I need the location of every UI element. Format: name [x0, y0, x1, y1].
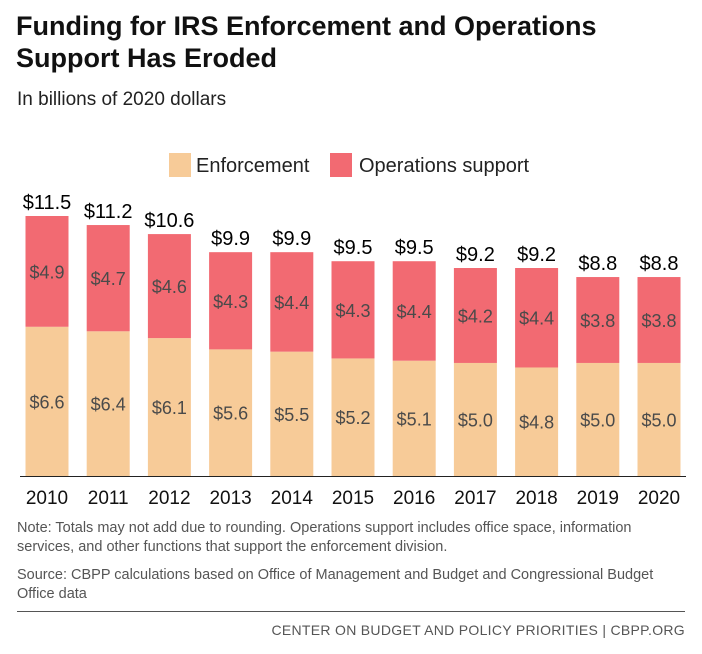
x-tick-2014: 2014	[271, 488, 314, 509]
x-tick-2011: 2011	[88, 488, 129, 509]
label-operations-2017: $4.2	[458, 306, 493, 326]
chart-subtitle: In billions of 2020 dollars	[17, 89, 227, 110]
label-enforcement-2016: $5.1	[397, 409, 432, 429]
label-total-2018: $9.2	[517, 244, 556, 266]
x-tick-2020: 2020	[638, 488, 680, 509]
legend-label-operations: Operations support	[359, 155, 530, 177]
bar-enforcement-2020	[637, 362, 681, 476]
bar-operations-2017	[453, 268, 497, 363]
bar-enforcement-2016	[392, 360, 436, 476]
bar-enforcement-2017	[453, 362, 497, 476]
bar-operations-2013	[209, 252, 253, 350]
bar-operations-2011	[86, 225, 130, 332]
bar-enforcement-2014	[270, 351, 314, 476]
x-tick-2019: 2019	[577, 488, 619, 509]
label-operations-2014: $4.4	[274, 293, 309, 313]
source-text: Source: CBPP calculations based on Offic…	[17, 567, 654, 602]
bar-operations-2016	[392, 261, 436, 361]
bar-enforcement-2010	[25, 326, 69, 476]
label-total-2020: $8.8	[640, 253, 679, 275]
label-enforcement-2011: $6.4	[91, 395, 126, 415]
legend-swatch-enforcement	[169, 153, 191, 177]
label-operations-2020: $3.8	[641, 311, 676, 331]
x-tick-2017: 2017	[454, 488, 496, 509]
legend: Enforcement Operations support	[169, 153, 530, 177]
label-operations-2019: $3.8	[580, 311, 615, 331]
label-operations-2010: $4.9	[29, 262, 64, 282]
label-operations-2011: $4.7	[91, 269, 126, 289]
label-operations-2013: $4.3	[213, 292, 248, 312]
label-enforcement-2019: $5.0	[580, 410, 615, 430]
label-operations-2015: $4.3	[335, 301, 370, 321]
x-tick-2018: 2018	[515, 488, 557, 509]
label-enforcement-2018: $4.8	[519, 413, 554, 433]
bars	[25, 216, 681, 476]
x-axis-ticks: 2010 2011 2012 2013 2014 2015 2016 2017 2018 2019…	[26, 488, 680, 509]
label-total-2011: $11.2	[84, 201, 133, 223]
bar-operations-2014	[270, 252, 314, 352]
x-tick-2010: 2010	[26, 488, 68, 509]
label-enforcement-2012: $6.1	[152, 398, 187, 418]
bar-operations-2020	[637, 277, 681, 363]
label-operations-2016: $4.4	[397, 302, 432, 322]
stacked-bar-chart: Enforcement Operations support $6.6 $4.9 $1…	[20, 153, 686, 509]
footer-divider	[17, 611, 685, 612]
bar-operations-2018	[515, 268, 559, 368]
bar-enforcement-2011	[86, 331, 130, 476]
label-total-2013: $9.9	[211, 228, 250, 250]
label-operations-2018: $4.4	[519, 309, 554, 329]
label-total-2012: $10.6	[144, 210, 194, 232]
x-tick-2015: 2015	[332, 488, 374, 509]
legend-label-enforcement: Enforcement	[196, 155, 310, 177]
bar-enforcement-2012	[147, 338, 191, 476]
bar-enforcement-2018	[515, 367, 559, 476]
label-enforcement-2017: $5.0	[458, 410, 493, 430]
bar-operations-2019	[576, 277, 620, 363]
legend-swatch-operations	[330, 153, 352, 177]
x-tick-2012: 2012	[148, 488, 190, 509]
note-text: Note: Totals may not add due to rounding…	[17, 520, 632, 555]
bar-operations-2010	[25, 216, 69, 327]
label-enforcement-2010: $6.6	[29, 392, 64, 412]
bar-operations-2015	[331, 261, 375, 359]
x-tick-2013: 2013	[209, 488, 251, 509]
label-total-2015: $9.5	[334, 237, 373, 259]
label-enforcement-2020: $5.0	[641, 410, 676, 430]
bar-enforcement-2013	[209, 349, 253, 476]
footer-credit: CENTER ON BUDGET AND POLICY PRIORITIES |…	[271, 622, 685, 638]
label-total-2016: $9.5	[395, 237, 434, 259]
labels: $6.6 $4.9 $11.5 $6.4 $4.7 $11.2 $6.1 $4.6 $10.6 $…	[23, 192, 679, 433]
x-tick-2016: 2016	[393, 488, 435, 509]
label-total-2017: $9.2	[456, 244, 495, 266]
bar-enforcement-2015	[331, 358, 375, 476]
bar-enforcement-2019	[576, 362, 620, 476]
label-total-2014: $9.9	[272, 228, 311, 250]
chart-title: Funding for IRS Enforcement and Operatio…	[16, 11, 597, 73]
label-enforcement-2013: $5.6	[213, 404, 248, 424]
label-enforcement-2014: $5.5	[274, 405, 309, 425]
label-total-2010: $11.5	[23, 192, 72, 214]
label-enforcement-2015: $5.2	[335, 408, 370, 428]
label-operations-2012: $4.6	[152, 277, 187, 297]
bar-operations-2012	[147, 234, 191, 339]
label-total-2019: $8.8	[578, 253, 617, 275]
